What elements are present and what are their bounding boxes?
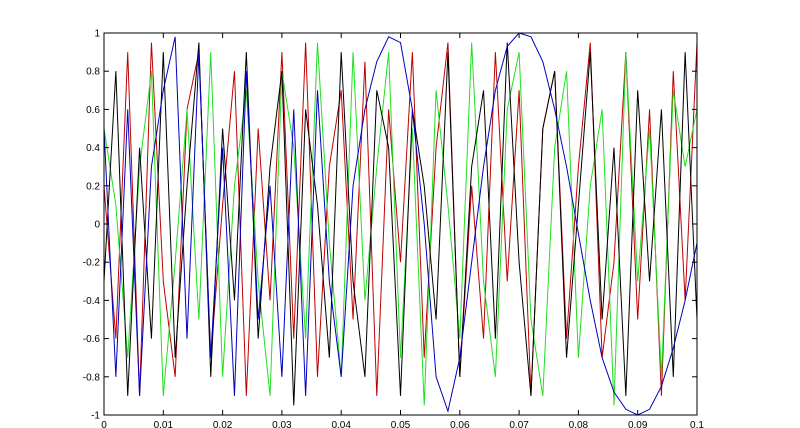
x-tick-label: 0.1 xyxy=(690,420,704,428)
y-tick-label: 0.4 xyxy=(86,143,100,154)
x-tick-label: 0.09 xyxy=(628,420,648,428)
y-tick-label: 0.6 xyxy=(86,105,100,116)
x-tick-label: 0.05 xyxy=(391,420,411,428)
x-tick-label: 0.08 xyxy=(569,420,589,428)
data-line xyxy=(103,32,698,416)
x-tick-label: 0.07 xyxy=(509,420,529,428)
x-tick-label: 0.02 xyxy=(213,420,233,428)
x-tick-label: 0.04 xyxy=(331,420,351,428)
y-tick-label: -1 xyxy=(91,411,100,422)
y-tick-label: -0.6 xyxy=(83,334,101,345)
x-tick-label: 0.03 xyxy=(272,420,292,428)
y-tick-label: 0.2 xyxy=(86,181,100,192)
y-tick-label: 0.8 xyxy=(86,67,100,78)
y-tick-label: -0.4 xyxy=(83,296,101,307)
data-line xyxy=(103,42,698,406)
x-tick-label: 0.06 xyxy=(450,420,470,428)
y-tick-label: -0.8 xyxy=(83,372,101,383)
x-tick-label: 0.01 xyxy=(154,420,174,428)
y-tick-label: -0.2 xyxy=(83,258,101,269)
y-tick-label: 1 xyxy=(94,29,100,40)
x-tick-label: 0 xyxy=(101,420,107,428)
y-tick-label: 0 xyxy=(94,220,100,231)
